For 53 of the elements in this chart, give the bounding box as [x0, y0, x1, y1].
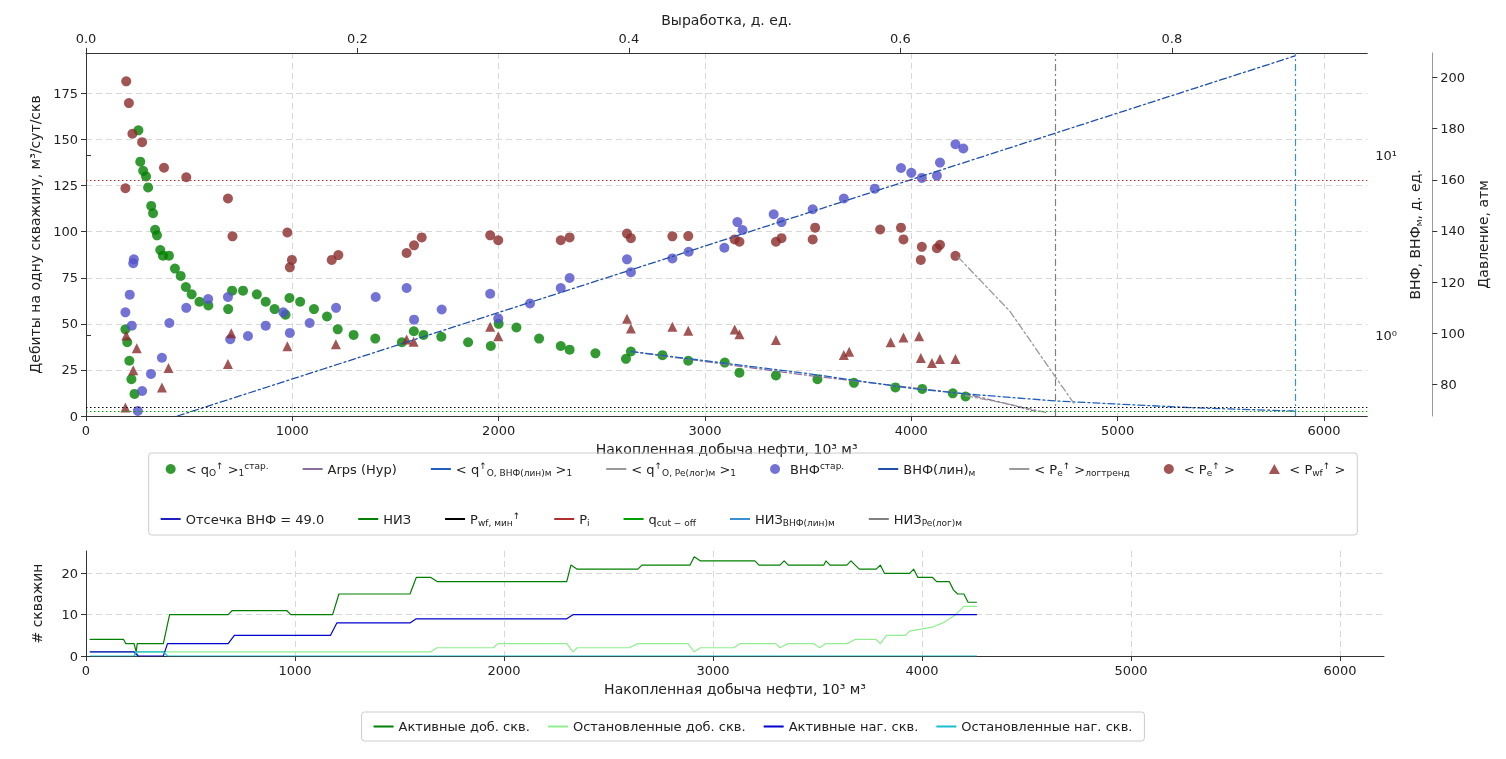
- x-tick-label: 3000: [696, 663, 730, 678]
- y-tick-label: 75: [61, 270, 78, 286]
- x-tick-label: 6000: [1307, 423, 1341, 438]
- y3-tick-label: 180: [1440, 121, 1466, 137]
- x-axis-title: Накопленная добыча нефти, 10³ м³: [604, 680, 866, 697]
- y-tick-label: 150: [53, 132, 78, 148]
- y3-tick-label: 140: [1440, 223, 1466, 239]
- y3-tick-label: 200: [1440, 69, 1466, 85]
- x-tick-label: 2000: [487, 663, 521, 678]
- y3-tick-label: 160: [1440, 172, 1466, 188]
- x-tick-label: 4000: [905, 663, 939, 678]
- x-tick-label: 4000: [894, 423, 928, 438]
- y2-tick-label: 10¹: [1375, 147, 1398, 163]
- x2-tick-label: 0.6: [890, 30, 911, 46]
- legend-label: Остановленные наг. скв.: [961, 719, 1133, 734]
- legend-label: Остановленные доб. скв.: [572, 719, 746, 734]
- legend-label: Arps (Hyp): [327, 461, 397, 477]
- x-tick-label: 3000: [688, 423, 722, 438]
- legend-label: Активные доб. скв.: [398, 719, 530, 734]
- x-tick-label: 1000: [278, 663, 312, 678]
- y-tick-label: 20: [61, 565, 78, 581]
- y-tick-label: 10: [61, 607, 78, 623]
- y3-tick-label: 80: [1440, 377, 1457, 393]
- y-tick-label: 25: [61, 362, 78, 378]
- y3-axis-title: Давление, атм: [1475, 180, 1491, 289]
- y-tick-label: 0: [69, 408, 78, 424]
- x2-tick-label: 0.4: [618, 30, 640, 46]
- legend-label: НИЗ: [383, 511, 412, 527]
- y-tick-label: 50: [61, 316, 78, 332]
- x-tick-label: 2000: [482, 423, 516, 438]
- x2-tick-label: 0.8: [1161, 30, 1183, 46]
- y-axis-title: Дебиты на одну скважину, м³/сут/скв: [27, 95, 44, 374]
- x-tick-label: 1000: [275, 423, 309, 438]
- y2-axis-title: ВНФ, ВНФм, д. ед.: [1407, 169, 1424, 300]
- x-tick-label: 6000: [1323, 663, 1357, 678]
- legend-label: Отсечка ВНФ = 49.0: [185, 511, 325, 527]
- y-tick-label: 125: [53, 178, 78, 194]
- y-tick-label: 0: [69, 648, 78, 664]
- x2-axis-title: Выработка, д. ед.: [661, 12, 793, 28]
- x-tick-label: 0: [81, 663, 91, 678]
- x2-tick-label: 0.0: [75, 30, 97, 46]
- x-tick-label: 0: [81, 423, 91, 438]
- x2-tick-label: 0.2: [347, 30, 368, 46]
- y3-tick-label: 120: [1440, 274, 1466, 290]
- y2-tick-label: 10⁰: [1375, 327, 1398, 343]
- x-tick-label: 5000: [1114, 663, 1148, 678]
- x-axis-title: Накопленная добыча нефти, 10³ м³: [595, 440, 858, 457]
- y-tick-label: 100: [53, 224, 78, 240]
- x-tick-label: 5000: [1101, 423, 1135, 438]
- legend-label: Активные наг. скв.: [788, 719, 919, 734]
- y3-tick-label: 100: [1440, 325, 1466, 341]
- y-axis-title: # скважин: [29, 563, 45, 644]
- y-tick-label: 175: [53, 85, 78, 101]
